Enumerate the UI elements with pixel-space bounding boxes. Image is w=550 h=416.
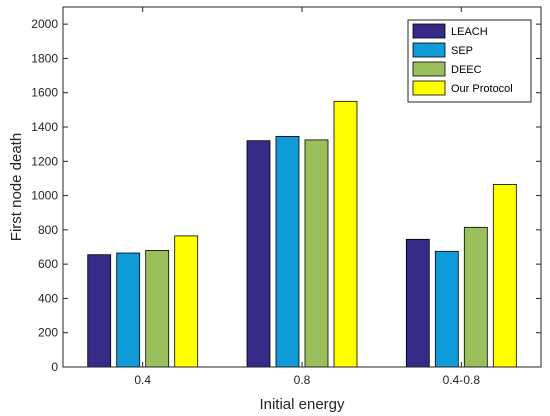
y-tick-label: 1000 [31,189,58,203]
y-tick-label: 0 [51,360,58,374]
y-tick-label: 600 [38,257,58,271]
bar-deec-0_8 [304,139,329,368]
legend-swatch-leach [412,23,446,39]
legend-label-sep: SEP [451,45,473,57]
bar-sep-0_4 [116,252,141,368]
bar-leach-0_8 [246,140,271,368]
y-tick-label: 1400 [31,120,58,134]
legend: LEACH SEP DEEC Our Protocol [407,19,532,103]
y-tick-label: 1600 [31,86,58,100]
y-axis-title: First node death [8,133,25,241]
y-tick-label: 200 [38,326,58,340]
bar-sep-0_8 [275,135,300,368]
legend-swatch-deec [412,61,446,77]
legend-swatch-sep [412,42,446,58]
x-tick-label: 0.4 [134,373,151,387]
legend-label-our-protocol: Our Protocol [451,83,513,95]
x-axis-title: Initial energy [259,396,345,413]
bar-our-protocol-0_4-0_8 [492,183,517,368]
x-tick-label: 0.4-0.8 [443,373,481,387]
x-tick-label: 0.8 [294,373,311,387]
legend-swatch-our-protocol [412,80,446,96]
bar-sep-0_4-0_8 [434,250,459,368]
bars-group [87,100,517,368]
y-tick-label: 1800 [31,51,58,65]
bar-leach-0_4 [87,254,112,368]
bar-our-protocol-0_4 [174,235,199,368]
y-tick-label: 400 [38,291,58,305]
y-tick-label: 800 [38,223,58,237]
legend-label-leach: LEACH [451,26,488,38]
bar-deec-0_4-0_8 [463,226,488,368]
y-tick-label: 1200 [31,154,58,168]
legend-label-deec: DEEC [451,64,482,76]
bar-deec-0_4 [145,249,170,368]
bar-leach-0_4-0_8 [405,238,430,368]
bar-our-protocol-0_8 [333,100,358,368]
y-tick-label: 2000 [31,17,58,31]
axes-group: 0 200 400 600 800 1000 1200 1400 1600 1800 2000 0.4… [31,6,542,387]
